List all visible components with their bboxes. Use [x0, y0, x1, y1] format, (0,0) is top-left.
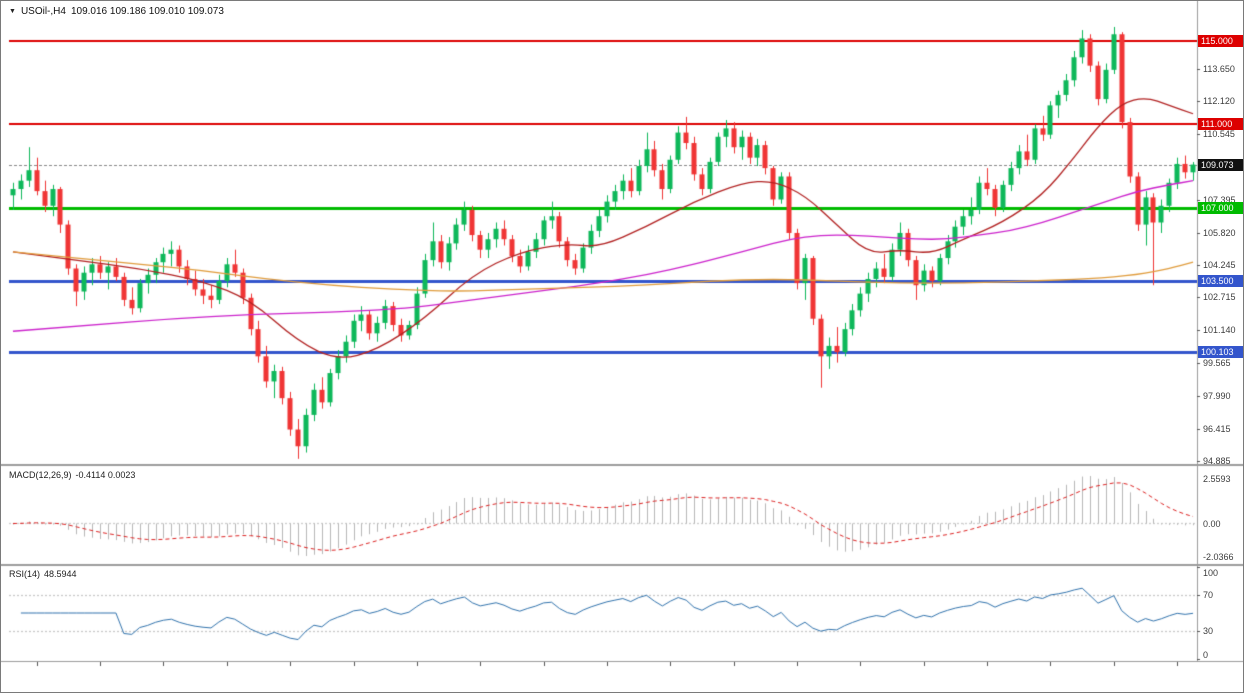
price-axis-label: 104.245 — [1203, 260, 1236, 271]
price-axis-label: 105.820 — [1203, 227, 1236, 238]
rsi-axis-label: 100 — [1203, 568, 1219, 578]
symbol-period-label: USOil-,H4 — [20, 6, 66, 17]
price-axis-label: 110.545 — [1203, 128, 1235, 139]
macd-indicator-header: MACD(12,26,9) -0.4114 0.0023 — [9, 470, 135, 480]
one-click-trading-toggle-icon[interactable]: ▼ — [9, 7, 16, 15]
rsi-indicator-header: RSI(14) 48.5944 — [9, 569, 77, 579]
time-axis[interactable]: 18 Apr 202219 Apr 16:0021 Apr 00:0022 Ap… — [1, 662, 1243, 692]
chart-ohlc-header: ▼ USOil-,H4 109.016 109.186 109.010 109.… — [9, 6, 224, 17]
price-axis-label: 112.120 — [1203, 95, 1235, 106]
ohlc-values: 109.016 109.186 109.010 109.073 — [70, 6, 224, 17]
price-axis-label: 99.565 — [1203, 358, 1231, 369]
price-axis-label: 94.885 — [1203, 456, 1231, 467]
macd-label: MACD(12,26,9) — [9, 470, 72, 480]
price-axis-label: 113.650 — [1203, 63, 1235, 74]
rsi-label: RSI(14) — [9, 569, 41, 579]
price-axis-label: 102.715 — [1203, 292, 1236, 303]
price-axis-label: 97.990 — [1203, 391, 1231, 402]
rsi-value: 48.5944 — [44, 569, 77, 579]
macd-axis-label: 0.00 — [1203, 518, 1221, 529]
price-axis-label: 96.415 — [1203, 424, 1231, 435]
price-axis-label: 101.140 — [1203, 325, 1236, 336]
rsi-axis-label: 70 — [1203, 589, 1214, 600]
macd-values: -0.4114 0.0023 — [75, 470, 136, 480]
price-axis[interactable]: 113.650 112.120 110.545 107.395 105.820 104.2… — [1197, 1, 1243, 661]
current-price-badge: 109.073 — [1198, 158, 1243, 171]
rsi-axis-label: 0 — [1203, 650, 1209, 660]
price-level-badge: 100.103 — [1198, 346, 1243, 359]
price-level-badge: 107.000 — [1198, 201, 1243, 214]
price-level-badge: 111.000 — [1198, 118, 1243, 131]
price-axis-label: 107.395 — [1203, 194, 1236, 205]
price-level-badge: 103.500 — [1198, 275, 1243, 288]
price-level-badge: 115.000 — [1198, 34, 1243, 47]
macd-axis-label: 2.5593 — [1203, 474, 1231, 484]
macd-axis-label: -2.0366 — [1203, 552, 1234, 562]
rsi-axis-label: 30 — [1203, 626, 1214, 637]
